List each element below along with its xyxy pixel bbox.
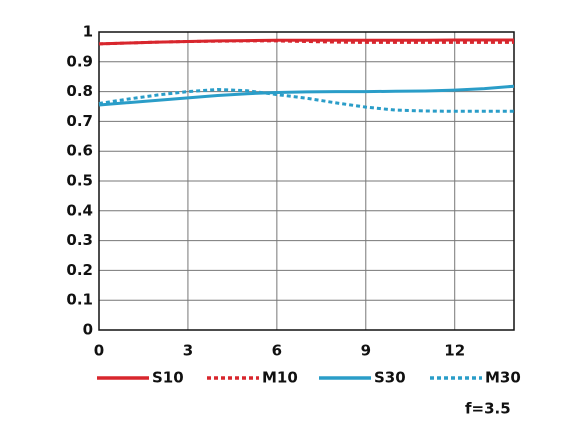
- legend-label: M10: [262, 369, 298, 387]
- y-tick-label: 0.2: [66, 261, 93, 279]
- x-tick-label: 9: [361, 342, 371, 360]
- annotation: f=3.5: [465, 400, 511, 418]
- y-tick-label: 0.5: [66, 172, 93, 190]
- legend-label: S10: [152, 369, 184, 387]
- plot-frame: [98, 31, 515, 331]
- series-line: [98, 84, 515, 107]
- legend-label: S30: [374, 369, 406, 387]
- legend-label: M30: [485, 369, 521, 387]
- y-tick-label: 0.1: [66, 291, 93, 309]
- series-line: [98, 38, 514, 46]
- x-tick-label: 3: [183, 342, 193, 360]
- y-tick-label: 0: [83, 321, 93, 339]
- x-tick-label: 6: [272, 342, 282, 360]
- x-tick-label: 0: [94, 342, 104, 360]
- y-tick-label: 0.9: [66, 52, 93, 70]
- y-tick-label: 0.4: [66, 201, 93, 219]
- series-line: [98, 39, 514, 46]
- y-tick-label: 0.7: [66, 112, 93, 130]
- y-tick-label: 0.6: [66, 142, 93, 160]
- x-tick-label: 12: [444, 342, 465, 360]
- y-tick-label: 1: [83, 23, 93, 41]
- y-tick-label: 0.3: [66, 231, 93, 249]
- y-tick-label: 0.8: [66, 82, 93, 100]
